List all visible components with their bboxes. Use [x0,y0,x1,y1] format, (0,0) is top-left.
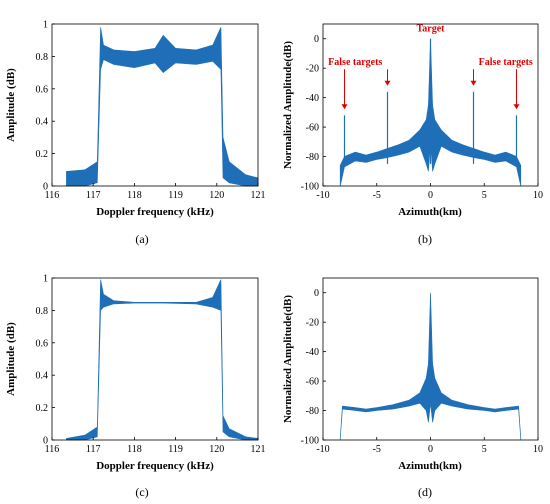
plot-area-d [339,292,522,441]
y-tick-label-d-5: 0 [314,288,319,299]
y-axis-label-d: Normalized Amplitude(dB) [282,295,294,423]
annotation-b-1: False targets [328,57,382,68]
x-tick-label-a-5: 121 [251,190,266,201]
y-ticks-a: 0 0.2 0.4 0.6 0.8 1 [36,20,55,193]
y-tick-label-a-4: 0.8 [36,52,49,63]
y-tick-label-b-4: -20 [306,64,319,75]
x-tick-label-a-3: 119 [168,190,183,201]
caption-a: (a) [135,232,148,246]
annotations-b: Target False targets False targets [328,23,533,110]
y-ticks-b: -100 -80 -60 -40 -20 0 [301,34,326,193]
x-axis-label-b: Azimuth(km) [398,206,462,218]
x-tick-label-d-2: 0 [428,444,433,455]
y-tick-label-c-0: 0 [43,436,48,447]
panel-d: -10 -5 0 5 10 -100-80-60-40-200 Azimuth(km) … [282,277,543,499]
y-tick-label-c-5: 1 [43,274,48,285]
y-tick-label-d-1: -80 [306,406,319,417]
x-tick-label-b-4: 10 [533,190,543,201]
plot-area-a [66,27,259,187]
y-ticks-c: 0 0.2 0.4 0.6 0.8 1 [36,274,55,447]
axes-frame-c [51,277,259,441]
y-tick-label-d-4: -20 [306,318,319,329]
annotation-arrow-head-b-1-0 [341,104,348,110]
y-tick-label-c-4: 0.8 [36,306,49,317]
y-tick-label-c-2: 0.4 [36,371,49,382]
annotation-b-0: Target [417,23,446,34]
y-tick-label-a-1: 0.2 [36,149,49,160]
y-axis-label-a: Amplitude (dB) [5,68,17,142]
y-tick-label-b-1: -80 [306,152,319,163]
series-band-d-0 [339,292,522,441]
series-band-a-0 [66,27,259,187]
caption-d: (d) [418,485,432,499]
y-tick-label-a-3: 0.6 [36,84,49,95]
y-axis-label-c: Amplitude (dB) [5,322,17,396]
x-ticks-b: -10 -5 0 5 10 [316,183,543,201]
y-ticks-d: -100 -80 -60 -40 -20 0 [301,288,326,447]
y-tick-label-a-0: 0 [43,182,48,193]
x-tick-label-c-5: 121 [251,444,266,455]
x-tick-label-a-4: 120 [209,190,224,201]
annotation-arrow-head-b-2-0 [470,80,477,86]
y-tick-label-b-3: -40 [306,93,319,104]
panel-c: 116 117 118 119 120 121 0 0.2 0.4 0.6 0.8 1 Dopple… [5,274,266,500]
x-tick-label-d-3: 5 [482,444,487,455]
annotation-b-2: False targets [479,57,533,68]
panel-a: 116 117 118 119 120 121 0 0.2 0.4 0.6 0.8 1 Dopple… [5,20,266,247]
plot-area-c [66,279,259,441]
x-ticks-d: -10 -5 0 5 10 [316,437,543,455]
y-tick-label-a-2: 0.4 [36,117,49,128]
y-axis-label-b: Normalized Amplitude(dB) [282,41,294,169]
x-tick-label-b-3: 5 [482,190,487,201]
x-tick-label-d-0: -10 [316,444,329,455]
x-ticks-a: 116 117 118 119 120 121 [45,183,266,201]
caption-c: (c) [135,485,148,499]
x-axis-label-d: Azimuth(km) [398,460,462,472]
x-tick-label-c-0: 116 [45,444,60,455]
y-tick-label-b-0: -100 [301,182,319,193]
y-tick-label-b-2: -60 [306,123,319,134]
x-tick-label-a-0: 116 [45,190,60,201]
x-axis-label-a: Doppler frequency (kHz) [96,206,214,218]
x-tick-label-c-4: 120 [209,444,224,455]
x-tick-label-c-3: 119 [168,444,183,455]
x-tick-label-c-2: 118 [127,444,142,455]
caption-b: (b) [418,232,432,246]
series-band-c-0 [66,279,259,441]
x-tick-label-b-1: -5 [373,190,381,201]
y-tick-label-c-1: 0.2 [36,403,49,414]
x-tick-label-b-0: -10 [316,190,329,201]
y-tick-label-d-3: -40 [306,347,319,358]
y-tick-label-c-3: 0.6 [36,338,49,349]
annotation-arrow-head-b-2-1 [513,104,520,110]
x-axis-label-c: Doppler frequency (kHz) [96,460,214,472]
x-tick-label-a-1: 117 [86,190,101,201]
x-tick-label-a-2: 118 [127,190,142,201]
x-tick-label-d-4: 10 [533,444,543,455]
y-tick-label-d-2: -60 [306,377,319,388]
x-tick-label-d-1: -5 [373,444,381,455]
annotation-arrow-head-b-1-1 [384,80,391,86]
y-tick-label-a-5: 1 [43,20,48,31]
y-tick-label-b-5: 0 [314,34,319,45]
axes-frame-a [51,23,259,187]
x-tick-label-c-1: 117 [86,444,101,455]
y-tick-label-d-0: -100 [301,436,319,447]
x-ticks-c: 116 117 118 119 120 121 [45,437,266,455]
x-tick-label-b-2: 0 [428,190,433,201]
panel-b: -10 -5 0 5 10 -100 -80 -60 -40 -20 0 Target False … [282,23,543,246]
